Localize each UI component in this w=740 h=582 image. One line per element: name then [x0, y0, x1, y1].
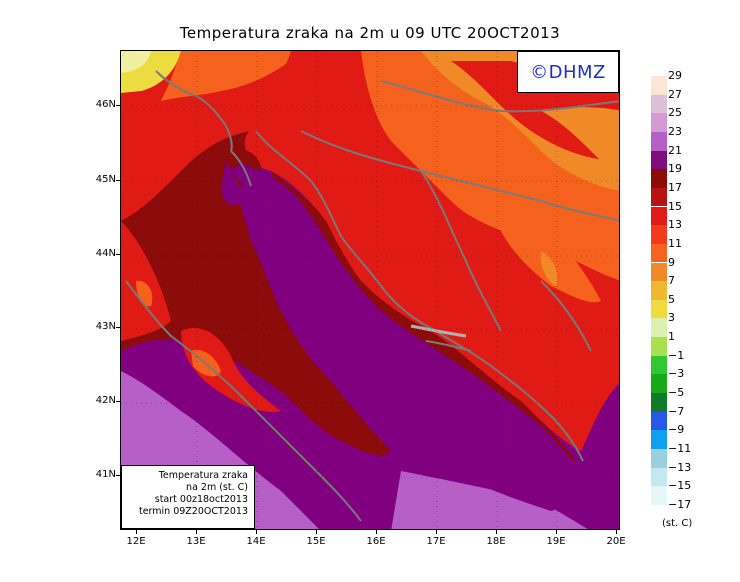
lat-tick-46n: 46N [95, 99, 116, 110]
lon-tick-13e: 13E [186, 536, 206, 547]
legend-swatch [651, 169, 667, 188]
legend-label: 29 [668, 69, 682, 82]
lon-tick-15e: 15E [306, 536, 326, 547]
lon-tickmark [376, 530, 377, 534]
lat-tick-44n: 44N [95, 248, 116, 259]
lon-tick-16e: 16E [366, 536, 386, 547]
legend-label: −5 [668, 386, 685, 400]
lat-tickmark [116, 401, 120, 402]
legend-label: 17 [668, 180, 682, 194]
lon-tick-20e: 20E [606, 536, 626, 547]
legend-swatch [651, 393, 667, 412]
legend-label: −15 [668, 479, 692, 493]
dhmz-logo: ©DHMZ [517, 51, 619, 93]
legend-swatch [651, 206, 667, 226]
lat-tick-42n: 42N [95, 395, 116, 406]
lat-tickmark [116, 327, 120, 328]
legend-label: 9 [668, 255, 675, 269]
legend-label: −17 [668, 497, 692, 511]
legend-label: 23 [668, 124, 682, 138]
lon-tickmark [496, 530, 497, 534]
legend-swatch [651, 76, 667, 95]
legend-label: 3 [668, 311, 675, 325]
legend-label: 5 [668, 292, 675, 306]
lon-tick-12e: 12E [126, 536, 146, 547]
lat-tickmark [116, 180, 120, 181]
legend-swatch [651, 113, 667, 132]
legend-swatch [651, 411, 667, 431]
lon-tick-19e: 19E [546, 536, 566, 547]
legend-swatch [651, 131, 667, 151]
legend-label: 21 [668, 143, 682, 157]
legend-swatch [651, 225, 667, 244]
temperature-map [120, 50, 620, 530]
lat-tickmark [116, 254, 120, 255]
legend-swatch [651, 94, 667, 114]
legend-unit: (st. C) [662, 518, 693, 529]
lat-tick-45n: 45N [95, 174, 116, 185]
lon-tickmark [436, 530, 437, 534]
info-line-title: Temperatura zraka [158, 470, 248, 481]
legend-swatch [651, 430, 667, 449]
legend-label: 27 [668, 87, 682, 101]
legend-label: 25 [668, 106, 682, 120]
legend-label: 13 [668, 218, 682, 232]
lat-tickmark [116, 105, 120, 106]
lon-tick-14e: 14E [246, 536, 266, 547]
legend-label: −11 [668, 442, 692, 455]
legend-label: 15 [668, 199, 682, 213]
lon-tickmark [316, 530, 317, 534]
lon-tick-18e: 18E [486, 536, 506, 547]
legend-swatch [651, 243, 667, 263]
lon-tickmark [136, 530, 137, 534]
lat-tick-41n: 41N [95, 469, 116, 480]
legend-swatch [651, 318, 667, 338]
legend-label: 19 [668, 162, 682, 176]
map-title: Temperatura zraka na 2m u 09 UTC 20OCT20… [179, 24, 561, 42]
legend-swatch [651, 374, 667, 393]
legend-label: 1 [668, 330, 675, 344]
info-box: Temperatura zraka na 2m (st. C) start 00… [121, 465, 255, 529]
legend-swatch [651, 337, 667, 356]
legend-swatch [651, 449, 667, 468]
legend-swatch [651, 355, 667, 375]
lon-tickmark [616, 530, 617, 534]
legend-label: −7 [668, 404, 685, 418]
info-line-termin: termin 09Z20OCT2013 [138, 506, 248, 517]
legend-label: −1 [668, 348, 685, 362]
lon-tickmark [256, 530, 257, 534]
legend-swatch [651, 150, 667, 170]
legend-label: −13 [668, 460, 692, 474]
legend-swatch [651, 486, 667, 505]
legend-label: 11 [668, 236, 682, 250]
legend-swatch [651, 299, 667, 319]
legend-label: 7 [668, 274, 675, 288]
lon-tickmark [556, 530, 557, 534]
legend-swatch [651, 262, 667, 282]
info-line-start: start 00z18oct2013 [154, 494, 248, 505]
lat-tick-43n: 43N [95, 321, 116, 332]
info-line-units: na 2m (st. C) [186, 482, 248, 493]
legend-label: −3 [668, 367, 685, 381]
lon-tickmark [196, 530, 197, 534]
temperature-field [121, 51, 619, 529]
lon-tick-17e: 17E [426, 536, 446, 547]
legend-swatch [651, 187, 667, 207]
legend-label: −9 [668, 423, 685, 437]
legend-swatch [651, 467, 667, 487]
legend-swatch [651, 281, 667, 300]
lat-tickmark [116, 475, 120, 476]
